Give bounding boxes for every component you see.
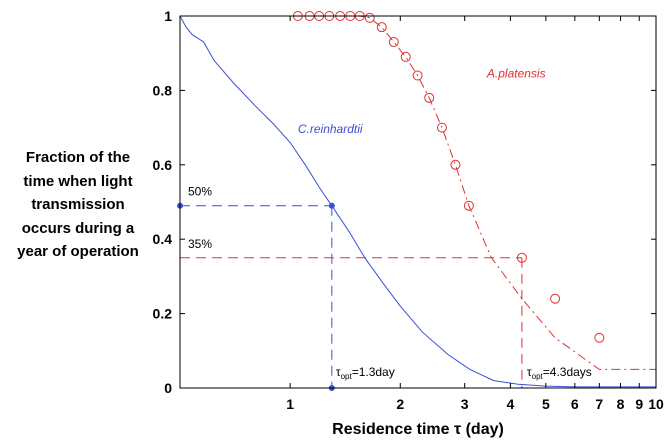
data-point-marker [424, 92, 435, 103]
series-line-a-platensis [297, 15, 656, 370]
x-tick-label: 1 [286, 396, 294, 412]
series-label-c-reinhardtii: C.reinhardtii [298, 122, 363, 136]
x-tick-label: 6 [571, 396, 579, 412]
y-tick-label: 0 [164, 380, 172, 396]
data-point-marker [364, 12, 375, 23]
tau-subscript: opt [532, 372, 544, 381]
tau-subscript: opt [341, 372, 353, 381]
data-point-marker [400, 51, 411, 62]
x-tick-label: 4 [507, 396, 515, 412]
y-tick-label: 0.2 [153, 306, 173, 322]
data-point-marker [463, 200, 474, 211]
tau-value: =4.3days [543, 365, 592, 379]
tau-value: =1.3day [352, 365, 395, 379]
y-axis-label-line: time when light [23, 172, 133, 190]
reference-lines [180, 205, 523, 388]
axis-ticks: 0 0.2 0.4 0.6 0.8 1 1 2 3 4 5 6 7 8 9 10 [153, 8, 664, 412]
series-layer [177, 11, 656, 391]
data-point-marker [376, 22, 387, 33]
y-tick-label: 0.4 [153, 231, 173, 247]
reference-label-35: 35% [188, 237, 212, 251]
series-label-a-platensis: A.platensis [486, 66, 546, 80]
reference-label-50: 50% [188, 185, 212, 199]
x-tick-label: 2 [396, 396, 404, 412]
y-tick-label: 1 [164, 8, 172, 24]
series-line-c-reinhardtii [179, 15, 656, 388]
data-point-marker [436, 122, 447, 133]
y-axis-label-line: Fraction of the [25, 149, 131, 166]
y-tick-label: 0.6 [153, 157, 173, 173]
data-point-marker [412, 70, 423, 81]
data-point-marker [550, 293, 561, 304]
x-tick-label: 8 [617, 396, 625, 412]
tau-symbol: τ [527, 365, 532, 379]
y-axis-label-line: occurs during a [21, 219, 135, 237]
tau-opt-annotation-2: τopt=4.3days [527, 365, 592, 381]
annotations: C.reinhardtii A.platensis 50% 35% τopt=1… [188, 66, 592, 381]
x-tick-label: 9 [635, 396, 643, 412]
intersection-point [328, 202, 335, 209]
data-point-marker [388, 37, 399, 48]
x-tick-label: 10 [648, 396, 664, 412]
y-axis-label-line: transmission [31, 196, 125, 213]
data-point-marker [594, 332, 605, 343]
tau-opt-annotation-1: τopt=1.3day [336, 365, 395, 381]
y-axis-label: Fraction of the time when light transmis… [0, 146, 156, 264]
data-point-marker [450, 159, 461, 170]
tau-symbol: τ [336, 365, 341, 379]
x-tick-label: 3 [461, 396, 469, 412]
data-point-marker [516, 252, 527, 263]
y-axis-label-line: year of operation [17, 243, 139, 260]
x-tick-label: 7 [595, 396, 603, 412]
y-tick-label: 0.8 [153, 82, 173, 98]
plot-frame [179, 15, 657, 389]
x-tick-label: 5 [542, 396, 550, 412]
x-axis-label: Residence time τ (day) [332, 421, 504, 438]
